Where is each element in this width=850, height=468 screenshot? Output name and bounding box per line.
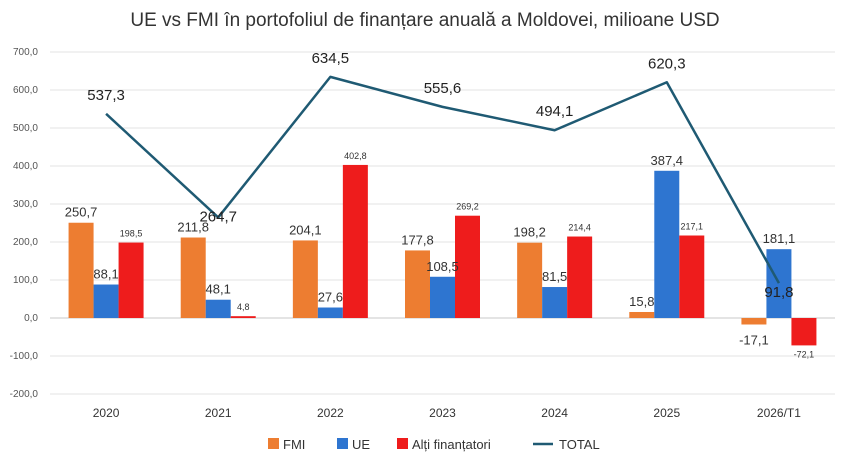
y-tick-label: 200,0 xyxy=(13,237,38,248)
chart-title: UE vs FMI în portofoliul de finanțare an… xyxy=(130,10,720,31)
total-label: 620,3 xyxy=(648,55,686,72)
legend-label: TOTAL xyxy=(559,437,600,452)
data-label: 48,1 xyxy=(206,282,231,297)
y-tick-label: 300,0 xyxy=(13,199,38,210)
data-label: -17,1 xyxy=(739,332,769,347)
data-label: 198,5 xyxy=(120,229,143,239)
total-label: 494,1 xyxy=(536,103,574,120)
bar-fmi xyxy=(68,222,94,318)
legend-swatch xyxy=(337,438,348,449)
total-label: 555,6 xyxy=(424,80,462,97)
data-label: 387,4 xyxy=(651,153,684,168)
y-tick-label: -200,0 xyxy=(10,389,39,400)
bar-alți-finanțatori xyxy=(679,235,705,318)
data-label: 217,1 xyxy=(681,222,704,232)
data-label: 214,4 xyxy=(568,223,591,233)
legend-swatch xyxy=(268,438,279,449)
data-label: 108,5 xyxy=(426,259,459,274)
data-label: 204,1 xyxy=(289,222,322,237)
bar-ue xyxy=(654,170,680,318)
data-label: 211,8 xyxy=(177,220,209,235)
bar-fmi xyxy=(292,240,318,318)
bar-alți-finanțatori xyxy=(791,318,817,346)
legend-swatch xyxy=(397,438,408,449)
total-label: 634,5 xyxy=(312,50,350,67)
bar-alți-finanțatori xyxy=(342,164,368,318)
total-label: 91,8 xyxy=(764,284,793,301)
x-category-label: 2020 xyxy=(93,406,120,420)
bar-fmi xyxy=(741,318,767,325)
bar-ue xyxy=(542,287,568,318)
bar-fmi xyxy=(180,237,206,318)
bar-alți-finanțatori xyxy=(455,215,480,318)
x-category-label: 2023 xyxy=(429,406,456,420)
data-label: 27,6 xyxy=(318,290,343,305)
bar-fmi xyxy=(517,242,543,318)
data-label: -72,1 xyxy=(794,349,815,359)
data-label: 177,8 xyxy=(401,232,434,247)
bar-ue xyxy=(766,249,792,318)
bar-ue xyxy=(205,299,231,318)
x-category-label: 2025 xyxy=(653,406,680,420)
y-tick-label: 500,0 xyxy=(13,123,38,134)
y-tick-label: -100,0 xyxy=(10,351,39,362)
data-label: 269,2 xyxy=(456,202,479,212)
data-label: 402,8 xyxy=(344,151,367,161)
bar-alți-finanțatori xyxy=(567,236,593,318)
data-label: 15,8 xyxy=(629,294,654,309)
y-tick-label: 0,0 xyxy=(24,313,38,324)
data-label: 198,2 xyxy=(513,225,546,240)
y-tick-label: 700,0 xyxy=(13,47,38,58)
legend-label: UE xyxy=(352,437,370,452)
bar-ue xyxy=(430,276,455,318)
bar-ue xyxy=(317,307,343,318)
bar-alți-finanțatori xyxy=(118,242,144,318)
x-category-label: 2024 xyxy=(541,406,568,420)
legend-label: Alți finanțatori xyxy=(412,437,491,452)
data-label: 81,5 xyxy=(542,269,567,284)
x-category-label: 2022 xyxy=(317,406,344,420)
y-tick-label: 600,0 xyxy=(13,85,38,96)
x-category-label: 2026/T1 xyxy=(757,406,801,420)
data-label: 250,7 xyxy=(65,205,98,220)
total-label: 537,3 xyxy=(87,87,125,104)
total-label: 264,7 xyxy=(199,208,237,225)
bar-ue xyxy=(93,284,119,318)
data-label: 4,8 xyxy=(237,302,250,312)
bar-fmi xyxy=(629,311,655,318)
bar-fmi xyxy=(405,250,430,318)
y-tick-label: 400,0 xyxy=(13,161,38,172)
total-line xyxy=(105,75,781,284)
y-tick-label: 100,0 xyxy=(13,275,38,286)
bar-alți-finanțatori xyxy=(230,316,256,318)
data-label: 181,1 xyxy=(763,231,796,246)
data-label: 88,1 xyxy=(93,267,118,282)
legend-label: FMI xyxy=(283,437,305,452)
x-category-label: 2021 xyxy=(205,406,232,420)
